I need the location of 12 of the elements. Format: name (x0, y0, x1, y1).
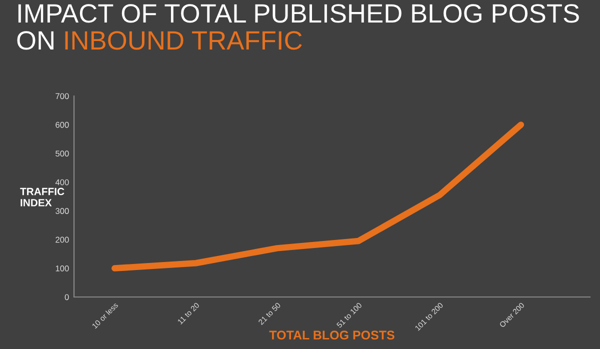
y-tick-label: 300 (56, 208, 69, 214)
chart-subtitle: ON INBOUND TRAFFIC (17, 31, 302, 50)
y-tick-label: 600 (56, 122, 69, 128)
y-tick-label: 0 (64, 294, 69, 300)
y-axis-title: TRAFFIC INDEX (20, 188, 64, 206)
y-tick-label: 400 (55, 179, 69, 186)
chart-title: IMPACT OF TOTAL PUBLISHED BLOG POSTS (18, 4, 579, 23)
y-tick-label: 100 (56, 265, 69, 272)
y-tick-label: 200 (56, 236, 69, 243)
x-axis-title: TOTAL BLOG POSTS (269, 330, 394, 340)
y-tick-label: 500 (56, 150, 69, 157)
y-tick-label: 700 (56, 93, 69, 100)
